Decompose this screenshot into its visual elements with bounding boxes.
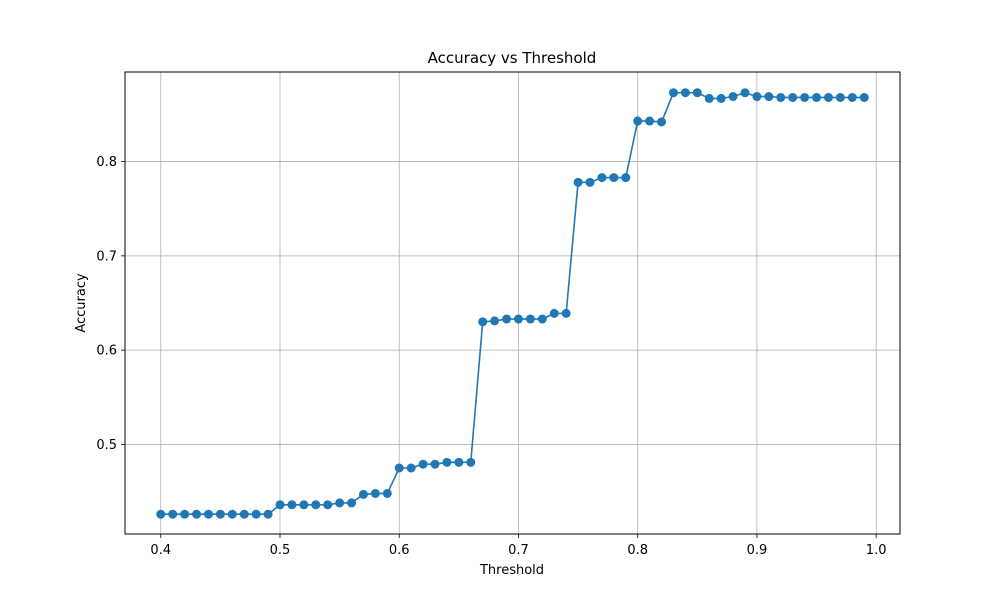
data-point	[668, 88, 678, 98]
data-point	[835, 92, 845, 102]
data-point	[692, 88, 702, 98]
data-point	[227, 509, 237, 519]
data-point	[680, 88, 690, 98]
data-point	[251, 509, 261, 519]
data-point	[382, 488, 392, 498]
data-point	[513, 314, 523, 324]
data-point	[275, 500, 285, 510]
data-point	[406, 463, 416, 473]
data-point	[525, 314, 535, 324]
data-point	[740, 88, 750, 98]
data-point	[239, 509, 249, 519]
data-point	[502, 314, 512, 324]
data-point	[573, 177, 583, 187]
data-point	[716, 93, 726, 103]
data-point	[347, 498, 357, 508]
x-tick-label: 1.0	[866, 543, 887, 558]
x-axis-label: Threshold	[479, 563, 544, 578]
data-point	[537, 314, 547, 324]
data-point	[859, 92, 869, 102]
data-point	[156, 509, 166, 519]
x-tick-label: 0.6	[389, 543, 410, 558]
data-point	[812, 92, 822, 102]
data-point	[263, 509, 273, 519]
data-point	[704, 93, 714, 103]
axis-ticks: 0.4 0.5 0.6 0.7 0.8 0.9 1.0 0.5 0.6 0.7 0.8	[96, 155, 886, 558]
y-tick-label: 0.8	[96, 155, 117, 170]
data-point	[335, 498, 345, 508]
data-point	[549, 308, 559, 318]
data-point	[180, 509, 190, 519]
data-point	[621, 173, 631, 183]
data-point	[752, 92, 762, 102]
data-point	[847, 92, 857, 102]
data-point	[561, 308, 571, 318]
x-tick-label: 0.9	[747, 543, 768, 558]
data-point	[645, 116, 655, 126]
data-point	[454, 457, 464, 467]
data-point	[370, 488, 380, 498]
plot-frame	[124, 71, 901, 535]
y-tick-label: 0.6	[96, 344, 117, 359]
data-point	[168, 509, 178, 519]
data-point	[323, 500, 333, 510]
data-point	[442, 457, 452, 467]
data-point	[466, 457, 476, 467]
data-point	[478, 317, 488, 327]
data-point	[430, 459, 440, 469]
data-point	[609, 173, 619, 183]
data-point	[800, 92, 810, 102]
series-line	[160, 91, 865, 516]
data-point	[633, 116, 643, 126]
data-point	[728, 92, 738, 102]
data-point	[776, 92, 786, 102]
data-point	[203, 509, 213, 519]
data-point	[358, 489, 368, 499]
data-point	[311, 500, 321, 510]
data-point	[287, 500, 297, 510]
series	[156, 88, 869, 519]
data-point	[788, 92, 798, 102]
y-axis-label: Accuracy	[74, 273, 89, 333]
data-point	[490, 316, 500, 326]
x-tick-label: 0.8	[627, 543, 648, 558]
data-point	[394, 463, 404, 473]
y-tick-label: 0.7	[96, 249, 117, 264]
data-point	[299, 500, 309, 510]
data-point	[585, 177, 595, 187]
data-point	[418, 459, 428, 469]
data-point	[597, 173, 607, 183]
data-point	[823, 92, 833, 102]
data-point	[657, 117, 667, 127]
y-tick-label: 0.5	[96, 438, 117, 453]
x-tick-label: 0.5	[270, 543, 291, 558]
x-tick-label: 0.7	[508, 543, 529, 558]
grid	[125, 72, 900, 534]
chart-title: Accuracy vs Threshold	[428, 49, 597, 67]
data-point	[215, 509, 225, 519]
x-tick-label: 0.4	[150, 543, 171, 558]
data-point	[764, 92, 774, 102]
data-point	[192, 509, 202, 519]
